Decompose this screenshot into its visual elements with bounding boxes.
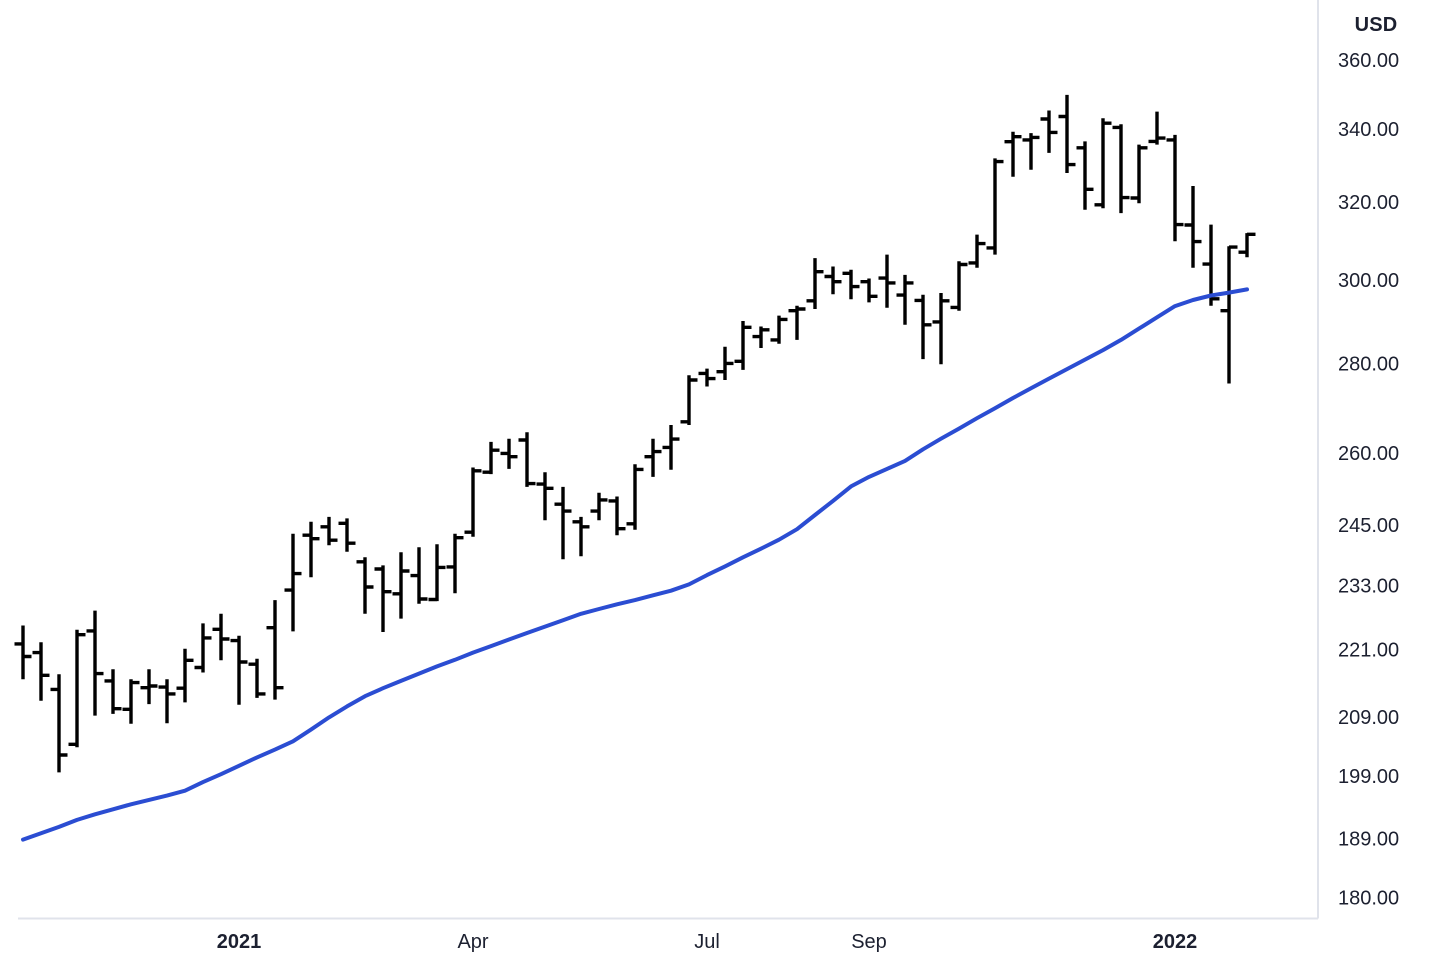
ohlc-bar [950, 261, 968, 311]
y-axis-tick-label: 209.00 [1338, 707, 1399, 729]
ohlc-bar [842, 269, 860, 300]
ohlc-bar [392, 552, 410, 619]
ohlc-bar [464, 467, 482, 537]
ohlc-bar [968, 234, 986, 268]
ohlc-bar [860, 278, 878, 303]
ohlc-bar [788, 305, 806, 340]
y-axis-tick-label: 245.00 [1338, 515, 1399, 537]
ohlc-bar [734, 321, 752, 370]
x-axis-tick-label: Apr [457, 931, 488, 953]
y-axis-tick-label: 221.00 [1338, 639, 1399, 661]
ohlc-bar [338, 518, 356, 552]
ohlc-bar [194, 623, 212, 673]
ohlc-bar [1130, 144, 1148, 204]
y-axis-tick-label: 360.00 [1338, 50, 1399, 72]
y-axis-tick-label: 260.00 [1338, 443, 1399, 465]
ohlc-bar [1166, 134, 1184, 242]
ohlc-bar [50, 674, 68, 773]
ohlc-bar [176, 648, 194, 703]
price-axis-unit-label: USD [1354, 14, 1398, 36]
ohlc-bar [644, 438, 662, 477]
ohlc-bar [248, 658, 266, 698]
ohlc-bar [608, 496, 626, 536]
ohlc-bar [932, 293, 950, 365]
ohlc-bar [806, 258, 824, 309]
ohlc-bar [104, 669, 122, 714]
ohlc-bar [1058, 94, 1076, 173]
ohlc-bar [212, 613, 230, 661]
ohlc-bar [1184, 186, 1202, 268]
x-axis-tick-label: 2021 [217, 931, 262, 953]
ohlc-bar [554, 486, 572, 560]
ohlc-bar [320, 516, 338, 546]
ohlc-bar [1220, 245, 1238, 384]
ohlc-bar [536, 472, 554, 521]
ohlc-bar [410, 547, 428, 604]
ohlc-bar [662, 425, 680, 470]
y-axis-tick-label: 180.00 [1338, 887, 1399, 909]
ohlc-bar [1076, 141, 1094, 210]
ohlc-bars [14, 94, 1256, 773]
y-axis-tick-label: 280.00 [1338, 353, 1399, 375]
ohlc-bar [518, 432, 536, 487]
y-axis-tick-label: 233.00 [1338, 576, 1399, 598]
ohlc-bar [140, 669, 158, 705]
ohlc-bar [122, 679, 140, 724]
ohlc-bar [302, 521, 320, 578]
ohlc-bar [1094, 118, 1112, 209]
ohlc-bar [824, 266, 842, 295]
ohlc-bar [356, 557, 374, 614]
ohlc-bar [698, 368, 716, 387]
ohlc-bar [572, 516, 590, 557]
ohlc-bar [500, 438, 518, 469]
x-axis-tick-label: 2022 [1153, 931, 1198, 953]
ohlc-bar [626, 464, 644, 530]
ohlc-bar [14, 625, 32, 680]
ohlc-bar [374, 565, 392, 632]
ohlc-bar [716, 346, 734, 380]
ohlc-bar [986, 158, 1004, 255]
ohlc-bar [86, 610, 104, 716]
ohlc-bar [230, 635, 248, 705]
ohlc-bar [914, 294, 932, 360]
ohlc-bar [68, 629, 86, 748]
ohlc-bar [752, 326, 770, 348]
ohlc-bar [896, 274, 914, 325]
ohlc-bar [1022, 133, 1040, 170]
ohlc-bar [446, 533, 464, 594]
ohlc-bar [590, 492, 608, 521]
y-axis-tick-label: 300.00 [1338, 270, 1399, 292]
ohlc-bar [482, 441, 500, 475]
x-axis-tick-label: Sep [851, 931, 887, 953]
y-axis-tick-label: 199.00 [1338, 766, 1399, 788]
x-axis-tick-label: Jul [694, 931, 720, 953]
moving-average-line [21, 287, 1249, 842]
ohlc-bar [878, 254, 896, 308]
ohlc-bar [1040, 110, 1058, 153]
ohlc-bar [266, 600, 284, 700]
ohlc-bar [1202, 224, 1220, 306]
ohlc-bar [1112, 124, 1130, 214]
ohlc-bar [1148, 111, 1166, 145]
ohlc-bar [284, 533, 302, 632]
ohlc-bar [158, 679, 176, 724]
ohlc-bar [1238, 232, 1256, 258]
ohlc-bar [428, 544, 446, 602]
ohlc-bar [1004, 131, 1022, 177]
y-axis-tick-label: 189.00 [1338, 828, 1399, 850]
y-axis-tick-label: 320.00 [1338, 192, 1399, 214]
ohlc-bar [32, 642, 50, 701]
ohlc-bar [770, 315, 788, 344]
y-axis-tick-label: 340.00 [1338, 119, 1399, 141]
ohlc-bar [680, 375, 698, 425]
